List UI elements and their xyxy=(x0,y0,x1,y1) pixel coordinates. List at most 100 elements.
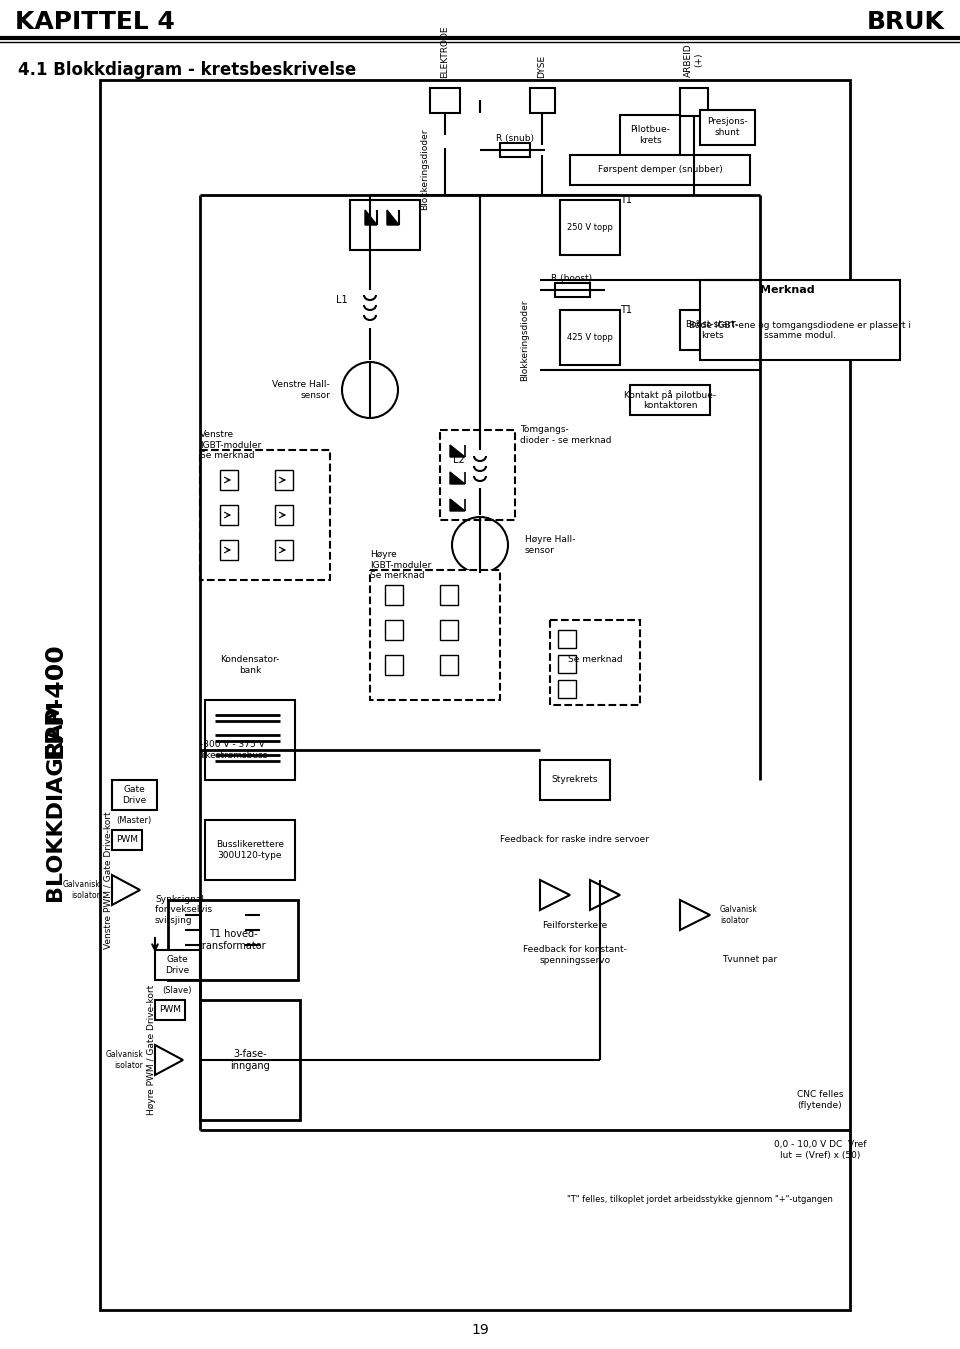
Bar xyxy=(440,430,515,519)
Bar xyxy=(700,111,755,144)
Bar xyxy=(500,143,530,156)
Text: Gate
Drive: Gate Drive xyxy=(165,955,189,975)
Text: Pilotbue-
krets: Pilotbue- krets xyxy=(630,125,670,144)
Bar xyxy=(700,281,900,360)
Text: Gate
Drive: Gate Drive xyxy=(122,785,146,805)
Text: Høyre Hall-
sensor: Høyre Hall- sensor xyxy=(525,536,575,554)
Text: EPP-400: EPP-400 xyxy=(43,642,67,758)
Text: "T" felles, tilkoplet jordet arbeidsstykke gjennom "+"-utgangen: "T" felles, tilkoplet jordet arbeidsstyk… xyxy=(567,1195,833,1205)
Text: 0,0 - 10,0 V DC  Vref
lut = (Vref) x (50): 0,0 - 10,0 V DC Vref lut = (Vref) x (50) xyxy=(774,1140,866,1160)
Text: PWM: PWM xyxy=(116,835,138,844)
Bar xyxy=(560,310,620,366)
Bar xyxy=(440,621,458,639)
Bar xyxy=(200,451,330,580)
Text: Tvunnet par: Tvunnet par xyxy=(723,955,778,965)
Bar xyxy=(558,680,576,697)
Text: Venstre Hall-
sensor: Venstre Hall- sensor xyxy=(273,380,330,399)
Text: Feedback for konstant-
spenningsservo: Feedback for konstant- spenningsservo xyxy=(523,946,627,965)
Text: T1: T1 xyxy=(620,305,632,316)
Polygon shape xyxy=(450,499,465,511)
Bar xyxy=(440,585,458,604)
Bar xyxy=(370,571,500,700)
Bar xyxy=(220,469,238,490)
Bar xyxy=(540,759,610,800)
Text: Både IGBT-ene og tomgangsdiodene er plassert i
ssamme modul.: Både IGBT-ene og tomgangsdiodene er plas… xyxy=(689,320,911,340)
Text: ARBEID
(+): ARBEID (+) xyxy=(684,43,704,77)
Bar xyxy=(620,115,680,155)
Text: L2: L2 xyxy=(453,455,465,465)
Text: Styrekrets: Styrekrets xyxy=(552,776,598,785)
Polygon shape xyxy=(387,210,399,225)
Polygon shape xyxy=(365,210,377,225)
Bar xyxy=(155,950,200,979)
Text: 250 V topp: 250 V topp xyxy=(567,223,612,232)
Text: R (snub): R (snub) xyxy=(496,134,534,143)
Text: 19: 19 xyxy=(471,1323,489,1337)
Text: T1: T1 xyxy=(620,196,632,205)
Bar xyxy=(275,540,293,560)
Bar xyxy=(558,656,576,673)
Text: Feilforsterkere: Feilforsterkere xyxy=(542,920,608,929)
Bar xyxy=(155,1000,185,1020)
Bar xyxy=(560,200,620,255)
Bar xyxy=(112,780,157,809)
Bar xyxy=(100,80,850,1310)
Text: R (boost): R (boost) xyxy=(551,274,592,282)
Bar xyxy=(430,88,460,113)
Text: Kontakt på pilotbue-
kontaktoren: Kontakt på pilotbue- kontaktoren xyxy=(624,390,716,410)
Text: Busslikerettere
300U120-type: Busslikerettere 300U120-type xyxy=(216,840,284,859)
Bar xyxy=(555,283,590,297)
Text: Boost-start-
krets: Boost-start- krets xyxy=(685,320,738,340)
Bar xyxy=(350,200,420,250)
Text: Kondensator-
bank: Kondensator- bank xyxy=(220,656,279,674)
Text: ELEKTRODE: ELEKTRODE xyxy=(441,26,449,78)
Text: Blokkeringsdioder: Blokkeringsdioder xyxy=(420,128,429,210)
Text: KAPITTEL 4: KAPITTEL 4 xyxy=(15,9,175,34)
Text: 3-fase-
inngang: 3-fase- inngang xyxy=(230,1050,270,1071)
Text: Venstre PWM / Gate Drive-kort: Venstre PWM / Gate Drive-kort xyxy=(104,811,112,948)
Text: Synksignal
for vekselvis
svitsjing: Synksignal for vekselvis svitsjing xyxy=(155,896,212,925)
Text: Feedback for raske indre servoer: Feedback for raske indre servoer xyxy=(500,835,650,844)
Bar xyxy=(530,88,555,113)
Bar xyxy=(205,700,295,780)
Bar xyxy=(550,621,640,706)
Bar xyxy=(680,310,745,349)
Text: Høyre
IGBT-moduler
Se merknad: Høyre IGBT-moduler Se merknad xyxy=(370,550,431,580)
Text: (Master): (Master) xyxy=(116,816,152,824)
Bar xyxy=(558,630,576,648)
Text: Galvanisk
isolator: Galvanisk isolator xyxy=(106,1051,143,1070)
Text: Høyre PWM / Gate Drive-kort: Høyre PWM / Gate Drive-kort xyxy=(148,985,156,1116)
Bar xyxy=(275,505,293,525)
Text: (Slave): (Slave) xyxy=(162,986,192,994)
Bar xyxy=(385,621,403,639)
Bar xyxy=(112,830,142,850)
Text: 4.1 Blokkdiagram - kretsbeskrivelse: 4.1 Blokkdiagram - kretsbeskrivelse xyxy=(18,61,356,80)
Text: Førspent demper (snubber): Førspent demper (snubber) xyxy=(598,166,722,174)
Bar xyxy=(680,88,708,116)
Text: Galvanisk
isolator: Galvanisk isolator xyxy=(720,905,757,924)
Text: CNC felles
(flytende): CNC felles (flytende) xyxy=(797,1090,843,1110)
Bar xyxy=(200,1000,300,1120)
Bar xyxy=(630,384,710,415)
Bar xyxy=(220,540,238,560)
Text: Tomgangs-
dioder - se merknad: Tomgangs- dioder - se merknad xyxy=(520,425,612,445)
Bar xyxy=(570,155,750,185)
Text: Galvanisk
isolator: Galvanisk isolator xyxy=(62,881,100,900)
Text: 425 V topp: 425 V topp xyxy=(567,332,612,341)
Text: Blokkeringsdioder: Blokkeringsdioder xyxy=(520,299,529,380)
Bar xyxy=(275,469,293,490)
Bar xyxy=(440,656,458,674)
Text: -300 V - 375 V
likestrømsbuss: -300 V - 375 V likestrømsbuss xyxy=(200,741,268,759)
Text: Presjons-
shunt: Presjons- shunt xyxy=(707,117,748,136)
Text: Se merknad: Se merknad xyxy=(567,656,622,665)
Text: Venstre
IGBT-moduler
Se merknad: Venstre IGBT-moduler Se merknad xyxy=(200,430,261,460)
Text: BRUK: BRUK xyxy=(867,9,945,34)
Text: L1: L1 xyxy=(336,295,348,305)
Polygon shape xyxy=(450,445,465,457)
Bar xyxy=(168,900,298,979)
Bar xyxy=(205,820,295,880)
Bar xyxy=(385,585,403,604)
Text: Merknad: Merknad xyxy=(760,285,815,295)
Polygon shape xyxy=(450,472,465,484)
Text: BLOKKDIAGRAM: BLOKKDIAGRAM xyxy=(45,699,65,901)
